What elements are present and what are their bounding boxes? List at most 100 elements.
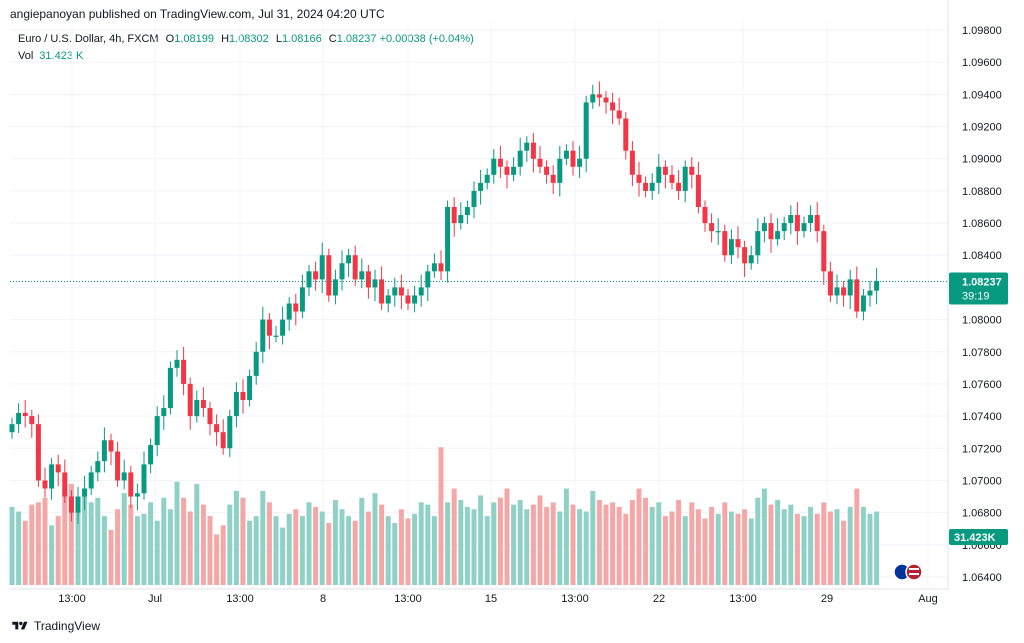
- volume-bar: [42, 497, 48, 585]
- candle-body: [748, 255, 754, 264]
- volume-bar: [141, 513, 147, 585]
- candle-body: [583, 102, 589, 159]
- candle-body: [313, 271, 319, 280]
- volume-bar: [682, 516, 688, 585]
- candle-body: [537, 158, 543, 167]
- candle-body: [148, 445, 154, 465]
- candle-countdown: 39:19: [962, 290, 990, 302]
- volume-series: [9, 447, 880, 585]
- volume-bar: [814, 513, 820, 585]
- volume-bar: [445, 502, 451, 585]
- candle-body: [682, 166, 688, 191]
- candle-body: [194, 400, 200, 417]
- volume-bar: [761, 488, 767, 585]
- candle-body: [563, 150, 569, 159]
- footer-brand[interactable]: TradingView: [10, 619, 100, 633]
- candle-body: [709, 223, 715, 232]
- candle-body: [695, 174, 701, 207]
- volume-bar: [583, 511, 589, 585]
- volume-bar: [319, 511, 325, 585]
- candle-body: [75, 496, 81, 513]
- volume-bar: [781, 509, 787, 585]
- candle-body: [689, 166, 695, 175]
- volume-bar: [484, 516, 490, 585]
- candle-body: [280, 319, 286, 336]
- volume-bar: [161, 497, 167, 585]
- candle-body: [464, 206, 470, 216]
- volume-bar: [616, 506, 622, 585]
- candle-body: [511, 166, 517, 175]
- y-tick-label: 1.09000: [962, 154, 1002, 166]
- candle-body: [788, 215, 794, 224]
- volume-bar: [847, 506, 853, 585]
- volume-bar: [379, 504, 385, 585]
- volume-bar: [88, 502, 94, 585]
- volume-bar: [504, 488, 510, 585]
- y-tick-label: 1.09800: [962, 25, 1002, 37]
- volume-bar: [768, 504, 774, 585]
- candle-body: [491, 158, 497, 175]
- candle-body: [9, 424, 15, 433]
- us-flag-stripe: [909, 568, 919, 570]
- volume-bar: [610, 502, 616, 585]
- last-volume-value: 31.423K: [954, 532, 996, 544]
- candle-body: [55, 464, 61, 473]
- volume-bar: [326, 523, 332, 585]
- candle-body: [115, 451, 121, 481]
- candle-body: [385, 295, 391, 304]
- volume-bar: [471, 509, 477, 585]
- volume-bar: [808, 506, 814, 585]
- candle-body: [273, 335, 279, 337]
- candle-body: [854, 279, 860, 312]
- candle-body: [728, 239, 734, 256]
- candle-body: [702, 206, 708, 224]
- candle-body: [860, 295, 866, 312]
- volume-bar: [530, 504, 536, 585]
- volume-bar: [385, 516, 391, 585]
- candle-body: [643, 182, 649, 191]
- candle-body: [62, 472, 68, 497]
- candle-body: [827, 271, 833, 296]
- candle-body: [847, 279, 853, 296]
- y-tick-label: 1.09400: [962, 89, 1002, 101]
- y-tick-label: 1.08800: [962, 186, 1002, 198]
- candle-body: [220, 432, 226, 449]
- volume-bar: [596, 500, 602, 585]
- volume-bar: [709, 506, 715, 585]
- volume-bar: [365, 511, 371, 585]
- volume-bar: [359, 497, 365, 585]
- volume-bar: [623, 513, 629, 585]
- candle-body: [715, 231, 721, 233]
- candle-body: [68, 496, 74, 513]
- volume-bar: [101, 516, 107, 585]
- volume-bar: [794, 513, 800, 585]
- candle-body: [260, 319, 266, 352]
- candle-body: [412, 295, 418, 304]
- volume-bar: [636, 488, 642, 585]
- volume-bar: [214, 534, 220, 585]
- volume-bar: [834, 509, 840, 585]
- candle-body: [101, 440, 107, 462]
- volume-bar: [75, 509, 81, 585]
- volume-bar: [207, 516, 213, 585]
- volume-bar: [108, 529, 114, 585]
- volume-bar: [563, 488, 569, 585]
- volume-bar: [788, 504, 794, 585]
- volume-bar: [412, 513, 418, 585]
- volume-bar: [29, 504, 35, 585]
- volume-bar: [497, 497, 503, 585]
- y-tick-label: 1.08400: [962, 250, 1002, 262]
- volume-bar: [841, 520, 847, 585]
- volume-bar: [689, 502, 695, 585]
- symbol-legend[interactable]: Euro / U.S. Dollar, 4h, FXCM O1.08199 H1…: [18, 33, 474, 45]
- candle-body: [544, 166, 550, 175]
- volume-bar: [755, 497, 761, 585]
- candle-body: [570, 150, 576, 167]
- volume-bar: [715, 513, 721, 585]
- candle-body: [808, 215, 814, 224]
- last-price-badge: [949, 272, 1008, 305]
- candle-body: [181, 359, 187, 384]
- x-tick-label: 13:00: [729, 593, 757, 605]
- candle-body: [814, 215, 820, 232]
